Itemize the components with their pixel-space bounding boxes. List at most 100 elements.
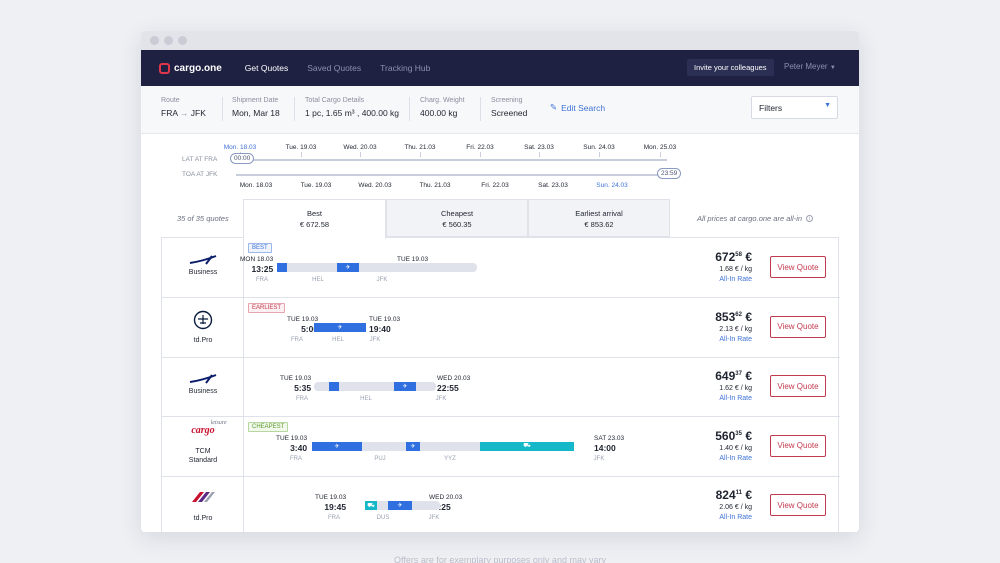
timeline-tick (301, 152, 302, 157)
window-dot-maximize[interactable] (178, 36, 187, 45)
arrival-time: 22:55 (437, 383, 459, 393)
price-total: 82411 € (715, 488, 752, 502)
arrival-day: WED 20.03 (429, 494, 463, 501)
carrier-cell: Business (162, 238, 244, 297)
lat-handle[interactable]: 00:00 (230, 153, 255, 164)
leg-segment: ✈ (388, 501, 412, 510)
departure-time: 3:40 (290, 442, 308, 453)
airport-code: JFK (593, 455, 605, 462)
tab-cheapest[interactable]: Cheapest € 560.35 (386, 199, 528, 237)
route-bar: ✈ (314, 382, 436, 391)
view-quote-button[interactable]: View Quote (770, 315, 826, 338)
route-bar: ✈ (314, 322, 366, 332)
airline-logo (162, 490, 244, 504)
quote-badge: EARLIEST (248, 302, 286, 313)
leg-segment (329, 382, 339, 391)
carrier-name: td.Pro (193, 336, 213, 344)
airport-code: JFK (376, 277, 388, 283)
tab-earliest-arrival[interactable]: Earliest arrival € 853.62 (528, 199, 670, 237)
timeline-tick (660, 152, 661, 157)
price-block: 85362 €2.13 € / kg All-In Rate (715, 310, 752, 343)
lat-track[interactable] (236, 159, 667, 161)
timeline-top-day: Sat. 23.03 (524, 144, 554, 151)
view-quote-button[interactable]: View Quote (770, 256, 826, 278)
plane-icon: ✈ (397, 503, 403, 509)
plane-icon: ✈ (410, 443, 416, 450)
time-window-timeline: Mon. 18.03 Tue. 19.03 Wed. 20.03 Thu. 21.03… (141, 134, 859, 196)
edit-search-link[interactable]: ✎ Edit Search (550, 102, 606, 113)
view-quote-button[interactable]: View Quote (770, 494, 826, 516)
toa-track[interactable] (236, 174, 667, 176)
leg-segment: ✈ (394, 382, 416, 391)
tab-best[interactable]: Best € 672.58 (243, 199, 386, 239)
quote-row[interactable]: td.Pro TUE 19.03 19:45 WED 20.03 19:25 ⛟ ✈ FRA D… (162, 476, 840, 532)
price-block: 82411 € 2.06 € / kg All-In Rate (716, 488, 752, 521)
window-dot-minimize[interactable] (164, 36, 173, 45)
window-dot-close[interactable] (150, 36, 159, 45)
filters-dropdown[interactable]: Filters ▼ (751, 96, 838, 119)
user-name: Peter Meyer (784, 62, 828, 71)
quote-row[interactable]: leisure cargo TCM Standard CHEAPEST TUE 19.0… (162, 416, 840, 477)
arrival-day: TUE 19.03 (397, 256, 429, 263)
airport-code: FRA (256, 277, 268, 283)
departure-info: TUE 19.03 19:45 (315, 494, 346, 512)
timeline-bottom-day: Mon. 18.03 (239, 182, 273, 189)
airline-logo-text: cargo (191, 424, 215, 436)
toa-handle[interactable]: 23:59 (657, 168, 682, 179)
all-in-rate-link: All-In Rate (719, 514, 752, 521)
departure-day: TUE 19.03 (315, 494, 347, 501)
price-total: 67258 € (715, 250, 752, 264)
leg-segment: ⛟ (365, 501, 377, 510)
view-quote-button[interactable]: View Quote (770, 375, 826, 397)
leg-segment: ✈ (312, 441, 362, 451)
timeline-bottom-day: Thu. 21.03 (419, 182, 451, 189)
departure-info: MON 18.03 13:25 (240, 256, 273, 274)
departure-day: MON 18.03 (240, 256, 274, 263)
timeline-top-day: Wed. 20.03 (343, 144, 377, 151)
timeline-tick (420, 152, 421, 157)
arrival-time: 19:25 (429, 502, 451, 512)
price-per-kg: 2.06 € / kg (719, 504, 752, 511)
invite-colleagues-button[interactable]: Invite your colleagues (687, 59, 774, 76)
view-quote-button[interactable]: View Quote (770, 434, 826, 457)
price-total: 64937 € (715, 369, 752, 383)
logo-text: cargo.one (174, 62, 222, 74)
airline-logo-sup: leisure (210, 419, 227, 426)
info-icon[interactable]: i (806, 215, 814, 222)
cargo-one-logo[interactable]: cargo.one (159, 62, 222, 74)
summary-screening: Screening Screened (491, 97, 528, 118)
all-in-rate-link: All-In Rate (719, 335, 752, 343)
timeline-top-day: Mon. 18.03 (223, 144, 257, 151)
top-nav: cargo.one Get Quotes Saved Quotes Tracki… (141, 50, 859, 86)
arrival-time: 19:40 (369, 323, 391, 334)
caret-down-icon: ▼ (824, 102, 831, 109)
leg-segment: ✈ (314, 322, 366, 332)
airport-code: HEL (312, 277, 324, 283)
departure-info: TUE 19.03 5:35 (280, 375, 311, 393)
leg-segment: ✈ (337, 263, 359, 272)
nav-tracking-hub[interactable]: Tracking Hub (380, 63, 431, 73)
truck-icon: ⛟ (523, 443, 531, 449)
departure-info: TUE 19.03 5:00 (287, 316, 318, 334)
departure-info: TUE 19.03 3:40 (276, 435, 307, 453)
departure-time: 19:45 (324, 502, 347, 512)
toa-label: TOA AT JFK (182, 171, 218, 178)
quote-row[interactable]: td.Pro EARLIEST TUE 19.03 5:00 TUE 19.03 19:4… (162, 297, 840, 358)
timeline-top-day: Sun. 24.03 (583, 144, 615, 151)
user-menu[interactable]: Peter Meyer ▼ (784, 62, 836, 71)
airport-code: DUS (376, 515, 390, 521)
quote-row[interactable]: Business TUE 19.03 5:35 WED 20.03 22:55 ✈ FRA H… (162, 357, 840, 417)
airport-code: FRA (290, 455, 302, 462)
timeline-tick (480, 152, 481, 157)
carrier-cell: td.Pro (162, 476, 244, 532)
arrow-right-icon: → (179, 108, 189, 118)
nav-get-quotes[interactable]: Get Quotes (244, 63, 289, 73)
timeline-tick (360, 152, 361, 157)
search-summary: Route FRA → JFK Shipment Date Mon, Mar 1… (141, 86, 859, 134)
all-in-note: All prices at cargo.one are all-in i (697, 214, 814, 223)
nav-saved-quotes[interactable]: Saved Quotes (307, 63, 362, 73)
quote-count: 35 of 35 quotes (177, 214, 229, 223)
airport-code: YYZ (444, 455, 456, 462)
